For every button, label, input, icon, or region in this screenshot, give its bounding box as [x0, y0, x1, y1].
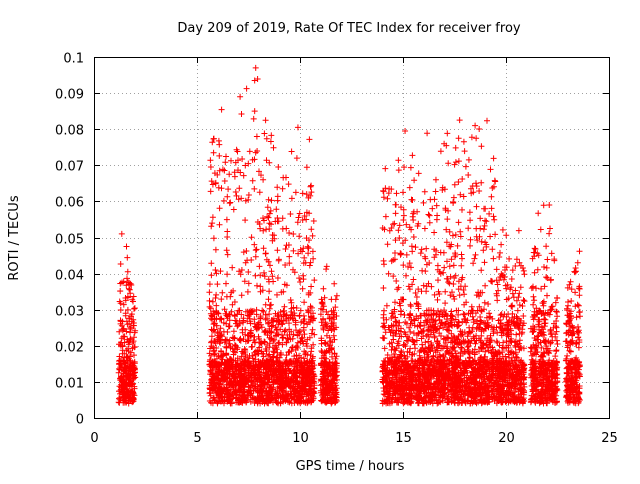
x-axis-label: GPS time / hours — [296, 459, 405, 474]
roti-peak-point — [432, 176, 439, 183]
roti-peak-point — [465, 156, 472, 163]
y-tick-label: 0.07 — [55, 160, 84, 175]
roti-peak-point — [251, 108, 258, 115]
roti-peak-point — [546, 202, 553, 209]
roti-point-cloud — [115, 76, 583, 407]
x-tick-label: 5 — [193, 431, 201, 446]
roti-peak-point — [400, 189, 406, 196]
y-tick-label: 0.09 — [55, 88, 84, 103]
roti-peak-point — [323, 263, 330, 270]
roti-peak-point — [294, 124, 301, 131]
y-tick-label: 0.05 — [55, 233, 84, 248]
roti-peak-point — [252, 64, 259, 71]
axis-ticks: 0 0.01 0.02 0.03 0.04 0.05 0.06 0.07 0.08 0.09 0.1… — [55, 52, 618, 447]
y-tick-label: 0.01 — [55, 377, 84, 392]
x-tick-label: 10 — [292, 431, 309, 446]
x-tick-label: 25 — [601, 431, 618, 446]
y-tick-label: 0.1 — [63, 52, 84, 67]
y-axis-label: ROTI / TECUs — [7, 195, 22, 280]
roti-peak-point — [292, 189, 299, 196]
roti-peak-point — [402, 128, 409, 135]
x-tick-label: 20 — [498, 431, 515, 446]
roti-peak-point — [249, 156, 256, 163]
roti-peak-point — [467, 185, 474, 192]
x-tick-label: 15 — [395, 431, 412, 446]
roti-peak-point — [293, 155, 300, 162]
y-tick-label: 0.03 — [55, 305, 84, 320]
y-tick-label: 0.06 — [55, 196, 84, 211]
roti-peak-point — [303, 216, 310, 223]
y-tick-label: 0.04 — [55, 269, 84, 284]
y-tick-label: 0 — [76, 413, 84, 428]
y-tick-label: 0.08 — [55, 124, 84, 139]
roti-peak-point — [401, 164, 408, 171]
x-tick-label: 0 — [90, 431, 98, 446]
roti-peak-point — [118, 230, 125, 237]
data-points — [115, 64, 583, 407]
roti-peak-point — [455, 135, 462, 142]
chart-title: Day 209 of 2019, Rate Of TEC Index for r… — [177, 21, 521, 36]
roti-peak-point — [251, 77, 258, 84]
y-tick-label: 0.02 — [55, 341, 84, 356]
roti-peak-point — [472, 122, 479, 129]
roti-peak-point — [473, 135, 480, 142]
roti-peak-point — [456, 117, 463, 124]
